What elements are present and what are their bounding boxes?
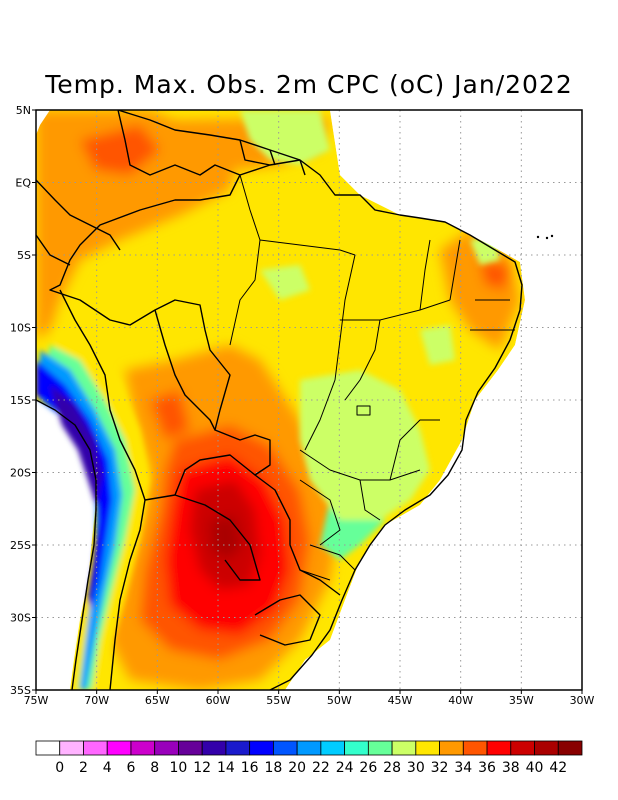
lon-tick-label: 65W bbox=[145, 694, 170, 707]
lat-tick-label: 25S bbox=[10, 539, 31, 552]
border-ecuador-peru bbox=[36, 234, 71, 266]
lat-tick-label: EQ bbox=[15, 177, 31, 190]
colorbar-label: 28 bbox=[383, 760, 401, 776]
lat-tick-label: 5S bbox=[17, 249, 31, 262]
border-guyanas bbox=[239, 139, 306, 176]
andes-cold-areas bbox=[36, 110, 500, 690]
colorbar-swatch bbox=[486, 740, 512, 756]
lat-tick-label: 15S bbox=[10, 394, 31, 407]
colorbar-swatch bbox=[296, 740, 322, 756]
colorbar-swatch bbox=[391, 740, 417, 756]
atlantic-ocean bbox=[285, 110, 582, 690]
colorbar-swatch bbox=[83, 740, 108, 756]
colorbar-label: 32 bbox=[431, 760, 449, 776]
border-uruguay bbox=[254, 594, 321, 646]
lat-tick-label: 30S bbox=[10, 612, 31, 625]
lon-tick-label: 50W bbox=[327, 694, 352, 707]
colorbar-swatch bbox=[249, 740, 274, 756]
lat-tick-label: 10S bbox=[10, 322, 31, 335]
colorbar-label: 6 bbox=[126, 760, 135, 776]
longitude-axis: 75W 70W 65W 60W 55W 50W 45W 40W 35W 30W bbox=[24, 690, 595, 707]
border-colombia bbox=[36, 179, 121, 251]
latitude-axis: 5N EQ 5S 10S 15S 20S 25S 30S 35S bbox=[10, 104, 36, 697]
colorbar-swatch bbox=[415, 740, 440, 756]
colorbar-label: 10 bbox=[170, 760, 188, 776]
colorbar-label: 22 bbox=[312, 760, 330, 776]
colorbar-label: 34 bbox=[454, 760, 472, 776]
lat-tick-label: 20S bbox=[10, 467, 31, 480]
colorbar-swatch bbox=[367, 740, 393, 756]
colorbar-swatch bbox=[154, 740, 179, 756]
islands bbox=[536, 234, 554, 240]
colorbar-label: 8 bbox=[150, 760, 159, 776]
lon-tick-label: 75W bbox=[24, 694, 49, 707]
colorbar-swatch bbox=[320, 740, 346, 756]
colorbar-swatch bbox=[272, 740, 298, 756]
border-brazil-west bbox=[49, 159, 341, 596]
lon-tick-label: 45W bbox=[388, 694, 413, 707]
colorbar-label: 14 bbox=[217, 760, 235, 776]
lat-tick-label: 35S bbox=[10, 684, 31, 697]
colorbar-swatch bbox=[130, 740, 156, 756]
colorbar-swatch bbox=[59, 740, 84, 756]
colorbar-swatch bbox=[106, 740, 132, 756]
colorbar-label: 30 bbox=[407, 760, 425, 776]
lon-tick-label: 35W bbox=[509, 694, 534, 707]
colorbar-swatch bbox=[557, 740, 583, 756]
lon-tick-label: 40W bbox=[448, 694, 473, 707]
lon-tick-label: 60W bbox=[206, 694, 231, 707]
colorbar-label: 24 bbox=[336, 760, 354, 776]
colorbar-label: 18 bbox=[264, 760, 282, 776]
colorbar-label: 2 bbox=[79, 760, 88, 776]
upper-left-ocean bbox=[36, 110, 50, 135]
coastline-atlantic bbox=[117, 110, 523, 690]
state-borders bbox=[229, 174, 515, 581]
border-bolivia bbox=[154, 309, 216, 431]
colorbar-label: 38 bbox=[502, 760, 520, 776]
colorbar-label: 26 bbox=[359, 760, 377, 776]
coastline-pacific bbox=[36, 399, 97, 690]
border-andes bbox=[59, 289, 146, 690]
colorbar-label: 40 bbox=[526, 760, 544, 776]
colorbar-swatch bbox=[225, 740, 251, 756]
colorbar-label: 12 bbox=[193, 760, 211, 776]
colorbar-swatch bbox=[510, 740, 535, 756]
lon-tick-label: 70W bbox=[84, 694, 109, 707]
colorbar-swatch bbox=[534, 740, 559, 756]
border-venezuela bbox=[117, 110, 241, 176]
colorbar-swatch bbox=[201, 740, 227, 756]
colorbar-swatch bbox=[344, 740, 369, 756]
colorbar-label: 16 bbox=[241, 760, 259, 776]
colorbar-label: 20 bbox=[288, 760, 306, 776]
colorbar-label: 36 bbox=[478, 760, 496, 776]
distrito-federal bbox=[356, 405, 371, 416]
colorbar-swatch bbox=[35, 740, 61, 756]
lon-tick-label: 30W bbox=[570, 694, 595, 707]
colorbar-label: 4 bbox=[103, 760, 112, 776]
map-title: Temp. Max. Obs. 2m CPC (oC) Jan/2022 bbox=[45, 70, 573, 99]
colorbar-swatch bbox=[462, 740, 488, 756]
colorbar-swatch bbox=[439, 740, 464, 756]
temperature-field bbox=[36, 110, 582, 690]
colorbar-swatch bbox=[178, 740, 203, 756]
border-argentina bbox=[174, 454, 256, 496]
colorbar-label: 42 bbox=[549, 760, 567, 776]
colorbar: 0 2 4 6 8 10 12 14 16 18 20 22 24 26 28 30 32 34 36 38 40 42 bbox=[35, 740, 583, 776]
country-borders bbox=[36, 110, 523, 690]
border-paraguay bbox=[144, 494, 261, 581]
lat-tick-label: 5N bbox=[16, 104, 31, 117]
colorbar-label: 0 bbox=[55, 760, 64, 776]
lon-tick-label: 55W bbox=[266, 694, 291, 707]
